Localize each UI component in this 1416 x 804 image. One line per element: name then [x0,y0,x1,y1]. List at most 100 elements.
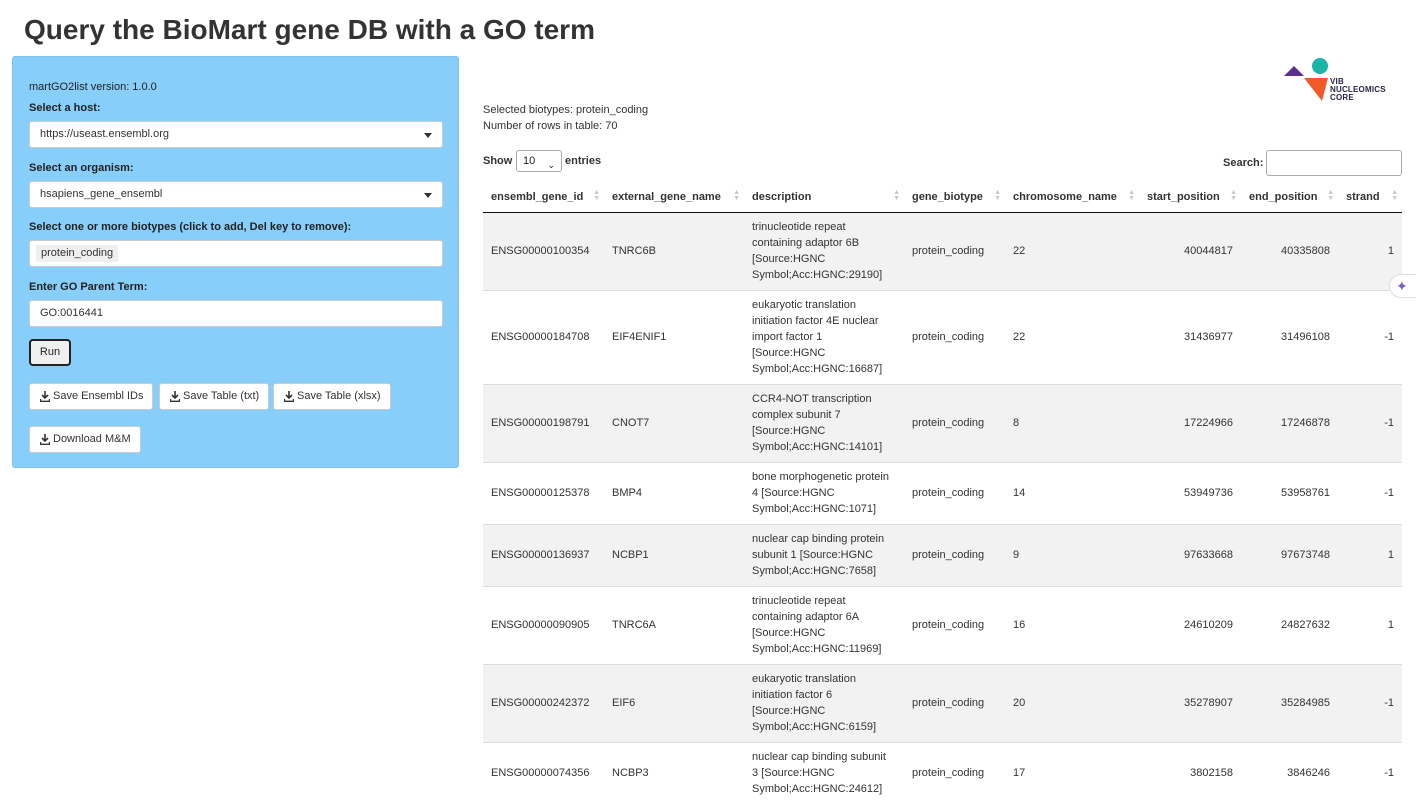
end-position-cell: 3846246 [1241,741,1338,804]
column-header-external-gene-name[interactable]: external_gene_name ▲ ▼ [604,182,744,213]
host-value: https://useast.ensembl.org [40,128,170,140]
column-header-label: strand [1346,190,1380,203]
sort-icon: ▲ ▼ [1128,189,1135,202]
table-search-input[interactable] [1266,150,1402,176]
gene-biotype-cell: protein_coding [904,585,1005,664]
save-table-xlsx-button[interactable]: Save Table (xlsx) [273,383,391,410]
gene-biotype-cell: protein_coding [904,741,1005,804]
description-line: Symbol;Acc:HGNC:6159] [752,721,877,733]
description-line: containing adaptor 6B [752,237,860,249]
gene-biotype-cell: protein_coding [904,383,1005,462]
column-header-chromosome-name[interactable]: chromosome_name ▲ ▼ [1005,182,1139,213]
gene-biotype-cell: protein_coding [904,663,1005,742]
chromosome-name-cell: 16 [1005,585,1139,664]
start-position-cell: 3802158 [1139,741,1241,804]
end-position-cell: 35284985 [1241,663,1338,742]
download-mm-label: Download M&M [53,433,131,445]
gene-biotype-cell: protein_coding [904,211,1005,290]
chromosome-name-cell: 22 [1005,289,1139,384]
description-line: [Source:HGNC [752,425,826,437]
end-position-cell: 97673748 [1241,523,1338,586]
results-table: ensembl_gene_id ▲ ▼ external_gene_name ▲ ▼ des… [483,182,1402,804]
ensembl-gene-id-cell: ENSG00000125378 [483,461,604,524]
external-gene-name-cell: EIF4ENIF1 [604,289,744,384]
sort-icon: ▲ ▼ [994,189,1001,202]
start-position-cell: 97633668 [1139,523,1241,586]
organism-label: Select an organism: [29,162,134,174]
go-term-input[interactable]: GO:0016441 [29,300,443,327]
table-row[interactable]: ENSG00000074356 NCBP3 nuclear cap binding … [483,741,1402,804]
download-icon [170,390,180,402]
description-cell: eukaryotic translation initiation factor … [744,663,904,742]
start-position-cell: 53949736 [1139,461,1241,524]
ensembl-gene-id-cell: ENSG00000136937 [483,523,604,586]
column-header-end-position[interactable]: end_position ▲ ▼ [1241,182,1338,213]
column-header-strand[interactable]: strand ▲ ▼ [1338,182,1402,213]
ensembl-gene-id-cell: ENSG00000242372 [483,663,604,742]
save-ensembl-ids-button[interactable]: Save Ensembl IDs [29,383,154,410]
row-count-text: Number of rows in table: 70 [483,120,618,132]
start-position-cell: 24610209 [1139,585,1241,664]
description-line: [Source:HGNC [752,253,826,265]
column-header-start-position[interactable]: start_position ▲ ▼ [1139,182,1241,213]
run-button[interactable]: Run [29,339,71,366]
start-position-cell: 35278907 [1139,663,1241,742]
table-row[interactable]: ENSG00000090905 TNRC6A trinucleotide repea… [483,585,1402,664]
chromosome-name-cell: 20 [1005,663,1139,742]
ensembl-gene-id-cell: ENSG00000184708 [483,289,604,384]
description-line: import factor 1 [752,331,823,343]
description-line: Symbol;Acc:HGNC:29190] [752,269,883,281]
version-text: martGO2list version: 1.0.0 [29,81,157,93]
description-line: [Source:HGNC [752,705,826,717]
sparkle-icon[interactable]: ✦ [1389,274,1416,298]
download-mm-button[interactable]: Download M&M [29,426,141,453]
description-line: subunit 1 [Source:HGNC [752,549,874,561]
save-table-txt-button[interactable]: Save Table (txt) [159,383,270,410]
entries-label: entries [565,155,602,167]
description-line: [Source:HGNC [752,347,826,359]
column-header-label: description [752,190,812,203]
start-position-cell: 40044817 [1139,211,1241,290]
table-row[interactable]: ENSG00000125378 BMP4 bone morphogenetic pr… [483,461,1402,524]
description-line: complex subunit 7 [752,409,841,421]
external-gene-name-cell: CNOT7 [604,383,744,462]
end-position-cell: 40335808 [1241,211,1338,290]
description-line: eukaryotic translation [752,299,856,311]
column-header-label: chromosome_name [1013,190,1117,203]
description-line: nuclear cap binding subunit [752,751,886,764]
description-line: nuclear cap binding protein [752,533,885,545]
ensembl-gene-id-cell: ENSG00000074356 [483,741,604,804]
external-gene-name-cell: EIF6 [604,663,744,742]
chromosome-name-cell: 22 [1005,211,1139,290]
table-row[interactable]: ENSG00000136937 NCBP1 nuclear cap binding … [483,523,1402,586]
gene-biotype-cell: protein_coding [904,523,1005,586]
description-line: 4 [Source:HGNC [752,487,835,499]
entries-per-page-select[interactable]: 10 ⌄ [516,150,562,172]
sort-icon: ▲ ▼ [1391,189,1398,202]
table-row[interactable]: ENSG00000184708 EIF4ENIF1 eukaryotic trans… [483,289,1402,384]
host-select[interactable]: https://useast.ensembl.org [29,121,443,148]
table-header-row: ensembl_gene_id ▲ ▼ external_gene_name ▲ ▼ des… [483,182,1402,213]
description-line: containing adaptor 6A [752,611,860,623]
description-line: trinucleotide repeat [752,221,846,233]
column-header-description[interactable]: description ▲ ▼ [744,182,904,213]
sort-icon: ▲ ▼ [593,189,600,202]
column-header-label: ensembl_gene_id [491,190,584,203]
description-cell: trinucleotide repeat containing adaptor 6… [744,585,904,664]
biotypes-input[interactable]: protein_coding [29,240,443,267]
column-header-label: external_gene_name [612,190,721,203]
description-line: Symbol;Acc:HGNC:14101] [752,441,883,453]
column-header-gene-biotype[interactable]: gene_biotype ▲ ▼ [904,182,1005,213]
download-icon [284,390,294,402]
sort-icon: ▲ ▼ [893,189,900,202]
table-row[interactable]: ENSG00000242372 EIF6 eukaryotic translatio… [483,663,1402,742]
page-title: Query the BioMart gene DB with a GO term [24,14,595,45]
table-row[interactable]: ENSG00000198791 CNOT7 CCR4-NOT transcripti… [483,383,1402,462]
gene-biotype-cell: protein_coding [904,289,1005,384]
biotype-tag[interactable]: protein_coding [36,245,119,262]
sort-icon: ▲ ▼ [733,189,740,202]
organism-select[interactable]: hsapiens_gene_ensembl [29,181,443,208]
column-header-ensembl-gene-id[interactable]: ensembl_gene_id ▲ ▼ [483,182,604,213]
table-row[interactable]: ENSG00000100354 TNRC6B trinucleotide repea… [483,211,1402,290]
save-ensembl-ids-label: Save Ensembl IDs [53,390,144,402]
